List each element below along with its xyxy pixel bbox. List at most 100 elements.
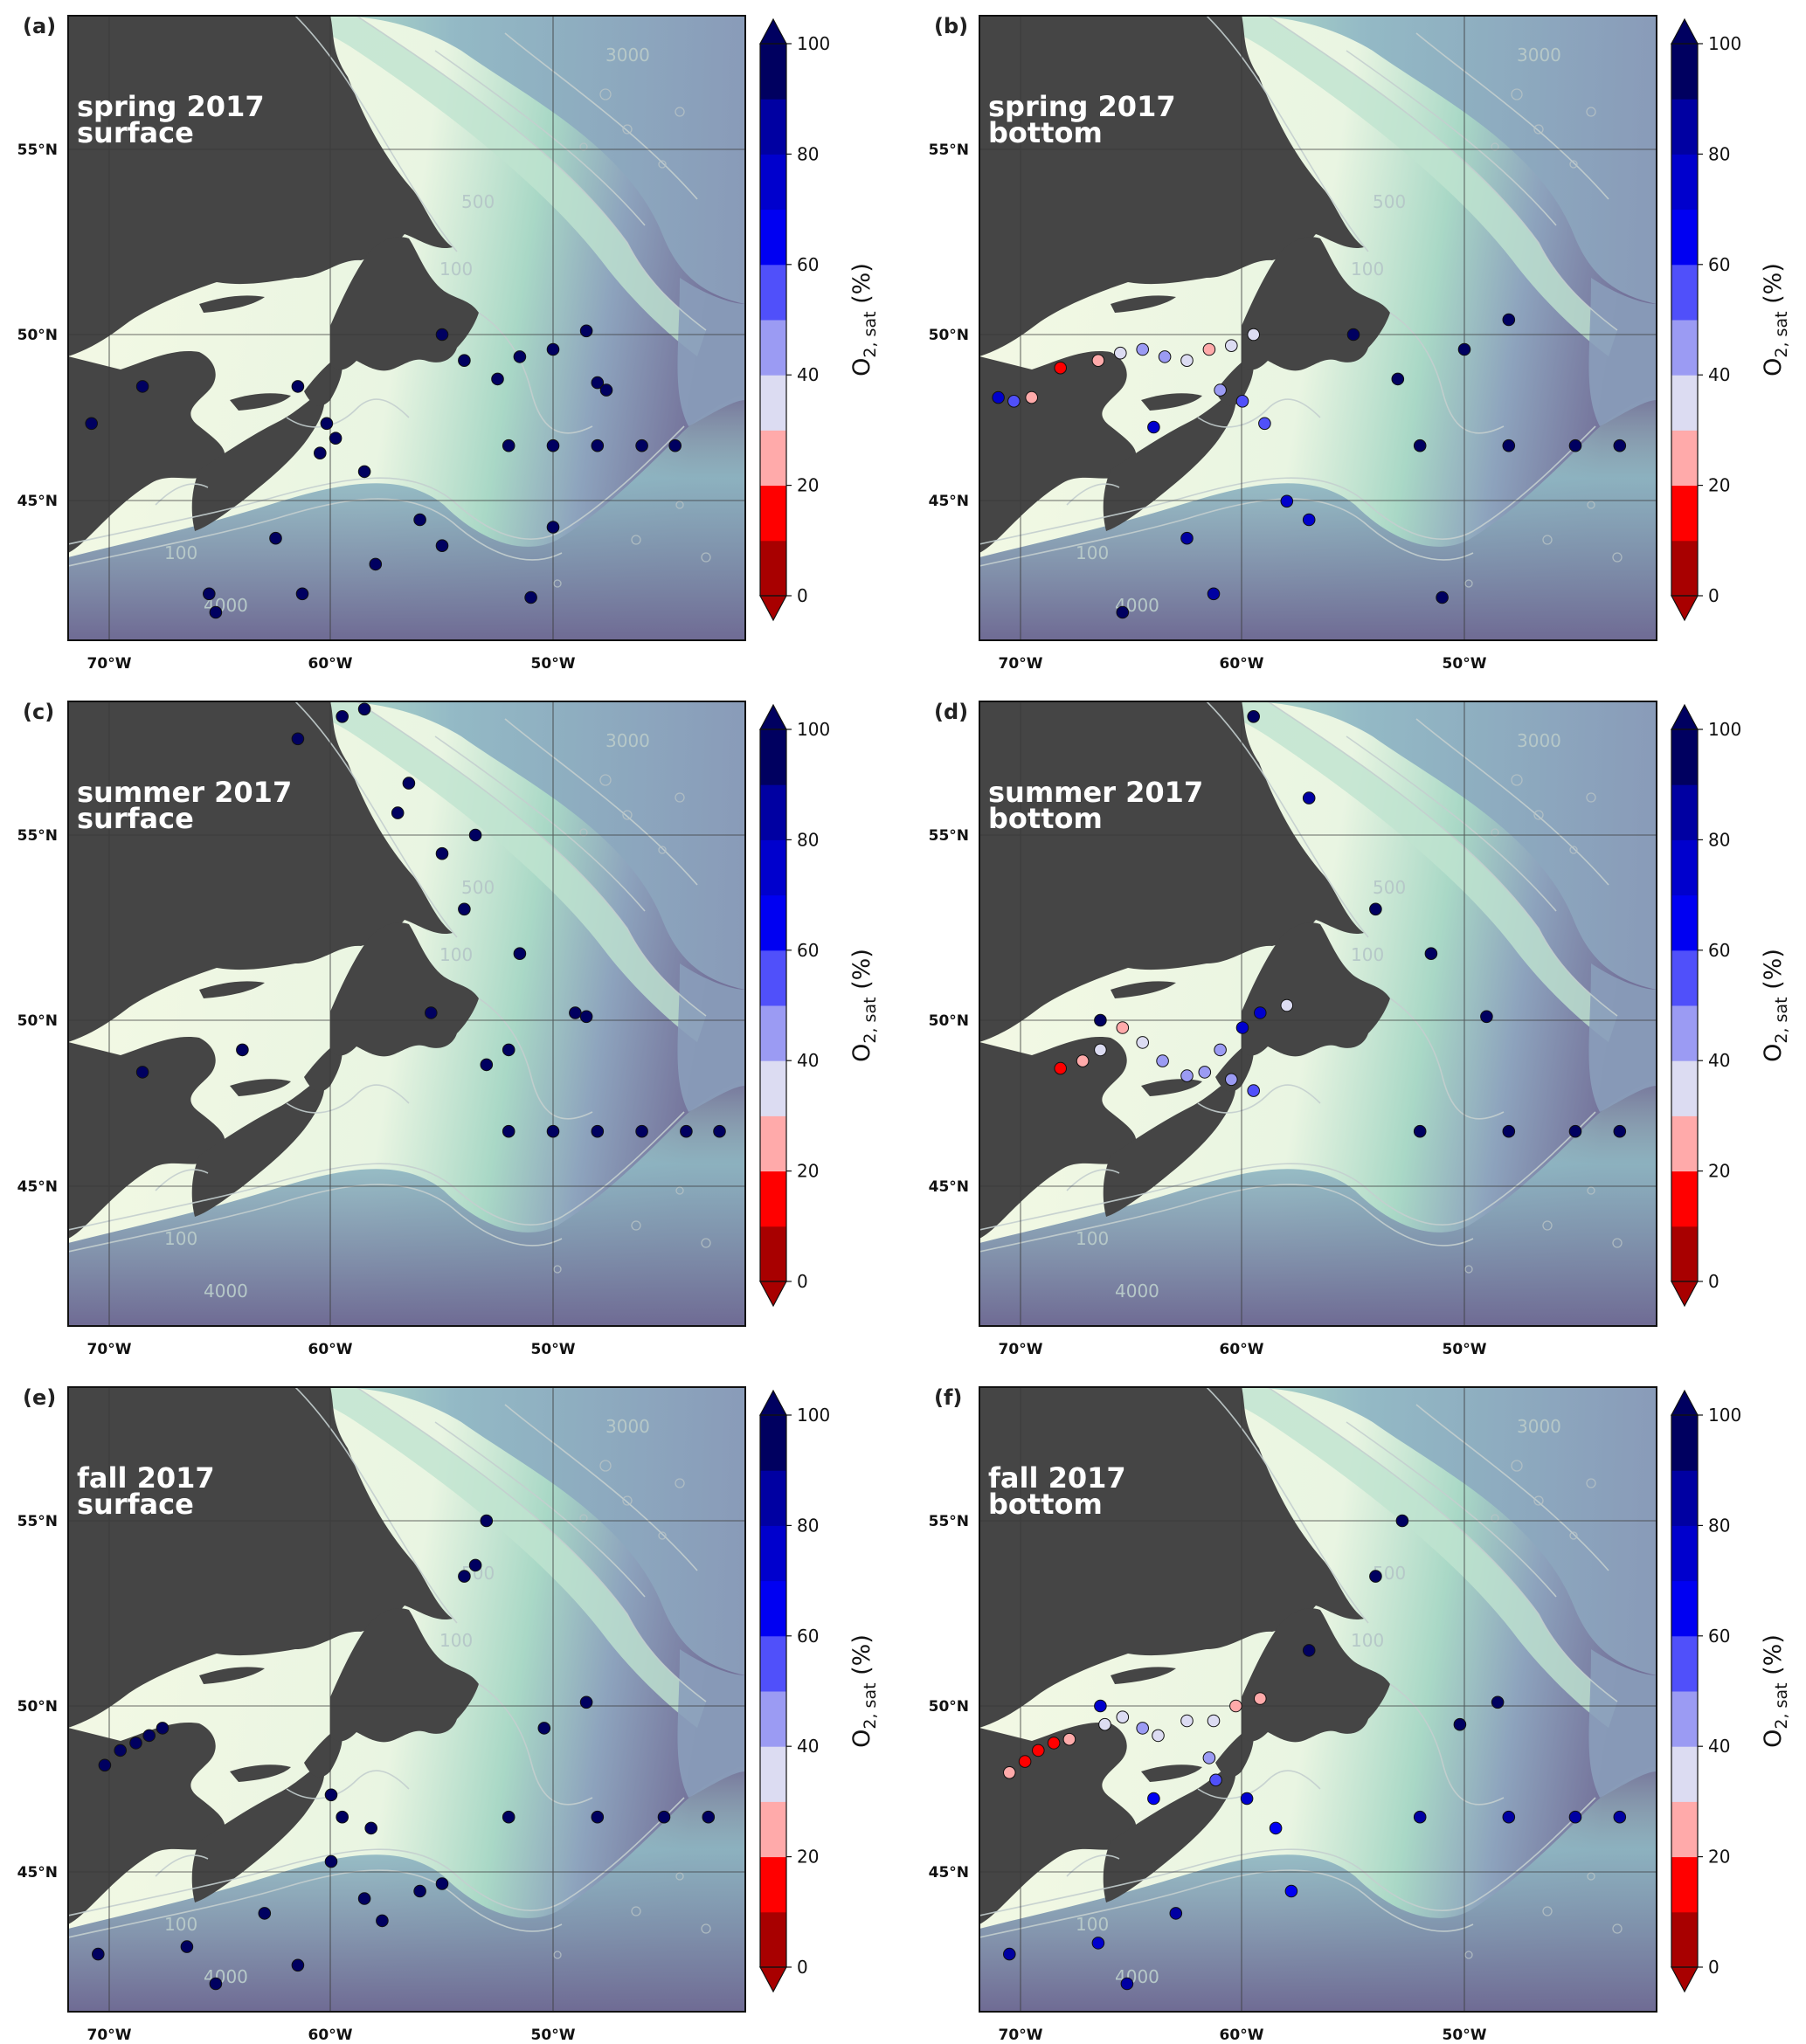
- station-point: [1156, 1054, 1169, 1067]
- colorbar-label: O2, sat (%): [1760, 949, 1791, 1062]
- colorbar-segment: [1671, 1115, 1698, 1172]
- colorbar-segment: [760, 1801, 786, 1858]
- colorbar-tick-label: 100: [797, 719, 830, 740]
- colorbar-tick-label: 40: [797, 1736, 819, 1757]
- colorbar-label: O2, sat (%): [1760, 263, 1791, 376]
- colorbar: 0 20 40 60 80 100 O2, sat (%): [1670, 703, 1791, 1308]
- colorbar-tick-label: 20: [1708, 1847, 1730, 1868]
- station-point: [1395, 1514, 1409, 1528]
- colorbar-tick-label: 60: [1708, 1626, 1730, 1647]
- station-point: [480, 1514, 494, 1528]
- colorbar-tick-label: 0: [797, 1957, 808, 1978]
- map-title-line2: surface: [77, 802, 194, 835]
- station-point: [1302, 1644, 1316, 1657]
- colorbar-extend-max: [1670, 1389, 1699, 1416]
- station-points: [1003, 1514, 1627, 1991]
- colorbar-label: O2, sat (%): [848, 949, 880, 1062]
- station-point: [1018, 1755, 1032, 1768]
- station-point: [402, 777, 416, 790]
- colorbar: 0 20 40 60 80 100 O2, sat (%): [1670, 1389, 1791, 1993]
- station-point: [1254, 1006, 1267, 1019]
- colorbar-segment: [760, 1005, 786, 1061]
- lon-tick-label: 50°W: [1443, 1341, 1487, 1358]
- colorbar-tick-label: 100: [797, 33, 830, 54]
- colorbar-segment: [760, 1170, 786, 1227]
- colorbar-tick-label: 80: [1708, 143, 1730, 164]
- station-point: [992, 390, 1005, 404]
- station-point: [425, 1006, 438, 1019]
- station-point: [1280, 998, 1294, 1012]
- lat-tick-label: 55°N: [17, 142, 58, 159]
- station-point: [668, 438, 682, 452]
- station-points: [1054, 709, 1627, 1138]
- colorbar-segment: [760, 1911, 786, 1968]
- colorbar-extend-min: [1670, 1281, 1699, 1308]
- colorbar-tick-label: 0: [797, 585, 808, 606]
- station-point: [458, 1570, 471, 1583]
- colorbar-tick-label: 20: [1708, 475, 1730, 496]
- colorbar-segment: [1671, 430, 1698, 487]
- station-point: [468, 828, 482, 842]
- station-point: [1346, 328, 1360, 342]
- colorbar-segment: [1671, 320, 1698, 376]
- colorbar-segment: [1671, 1525, 1698, 1582]
- map-title-line1: spring 2017: [988, 90, 1176, 123]
- station-point: [1158, 350, 1172, 363]
- colorbar-segment: [760, 1691, 786, 1747]
- station-point: [480, 1058, 494, 1072]
- lat-tick-label: 45°N: [929, 1178, 969, 1196]
- colorbar-label: O2, sat (%): [848, 263, 880, 376]
- station-point: [1568, 1124, 1582, 1138]
- panel-letter: (e): [23, 1385, 56, 1410]
- colorbar-segment: [1671, 949, 1698, 1006]
- colorbar-segment: [760, 1580, 786, 1637]
- lon-tick-label: 70°W: [999, 1341, 1043, 1358]
- lat-tick-label: 50°N: [17, 1012, 58, 1030]
- station-point: [1613, 1810, 1627, 1824]
- lat-tick-label: 55°N: [17, 827, 58, 845]
- station-point: [546, 521, 560, 534]
- lat-tick-label: 45°N: [17, 1178, 58, 1196]
- station-point: [209, 1977, 223, 1991]
- colorbar-tick-label: 100: [797, 1405, 830, 1426]
- colorbar-tick-label: 40: [1708, 364, 1730, 385]
- station-point: [336, 709, 349, 723]
- lat-tick-label: 50°N: [929, 1698, 969, 1716]
- colorbar-tick-label: 80: [797, 829, 819, 850]
- station-point: [1214, 1043, 1227, 1057]
- station-point: [1369, 1570, 1382, 1583]
- colorbar-segment: [760, 1525, 786, 1582]
- colorbar-segment: [1671, 784, 1698, 840]
- station-point: [324, 1854, 338, 1868]
- lat-tick-label: 55°N: [929, 827, 969, 845]
- lat-tick-label: 50°N: [929, 1012, 969, 1030]
- lon-tick-label: 70°W: [999, 2027, 1043, 2044]
- colorbar-segment: [1671, 485, 1698, 542]
- station-point: [468, 1558, 482, 1572]
- station-point: [329, 432, 343, 445]
- lon-tick-label: 70°W: [87, 2027, 132, 2044]
- colorbar-label: O2, sat (%): [848, 1634, 880, 1748]
- colorbar-segment: [1671, 1801, 1698, 1858]
- station-point: [203, 587, 216, 601]
- lon-tick-label: 50°W: [531, 1341, 576, 1358]
- station-point: [546, 438, 560, 452]
- station-point: [1413, 438, 1427, 452]
- colorbar-tick-label: 60: [797, 254, 819, 275]
- station-point: [369, 557, 383, 571]
- lat-tick-label: 45°N: [17, 493, 58, 510]
- colorbar-segment: [760, 320, 786, 376]
- colorbar-segment: [1671, 1580, 1698, 1637]
- colorbar-segment: [760, 44, 786, 100]
- station-point: [1254, 1692, 1267, 1705]
- colorbar-tick-label: 0: [1708, 1271, 1720, 1292]
- colorbar-extend-max: [758, 1389, 788, 1416]
- station-point: [1136, 1036, 1149, 1049]
- lon-tick-label: 70°W: [87, 655, 132, 673]
- lon-tick-label: 60°W: [308, 1341, 353, 1358]
